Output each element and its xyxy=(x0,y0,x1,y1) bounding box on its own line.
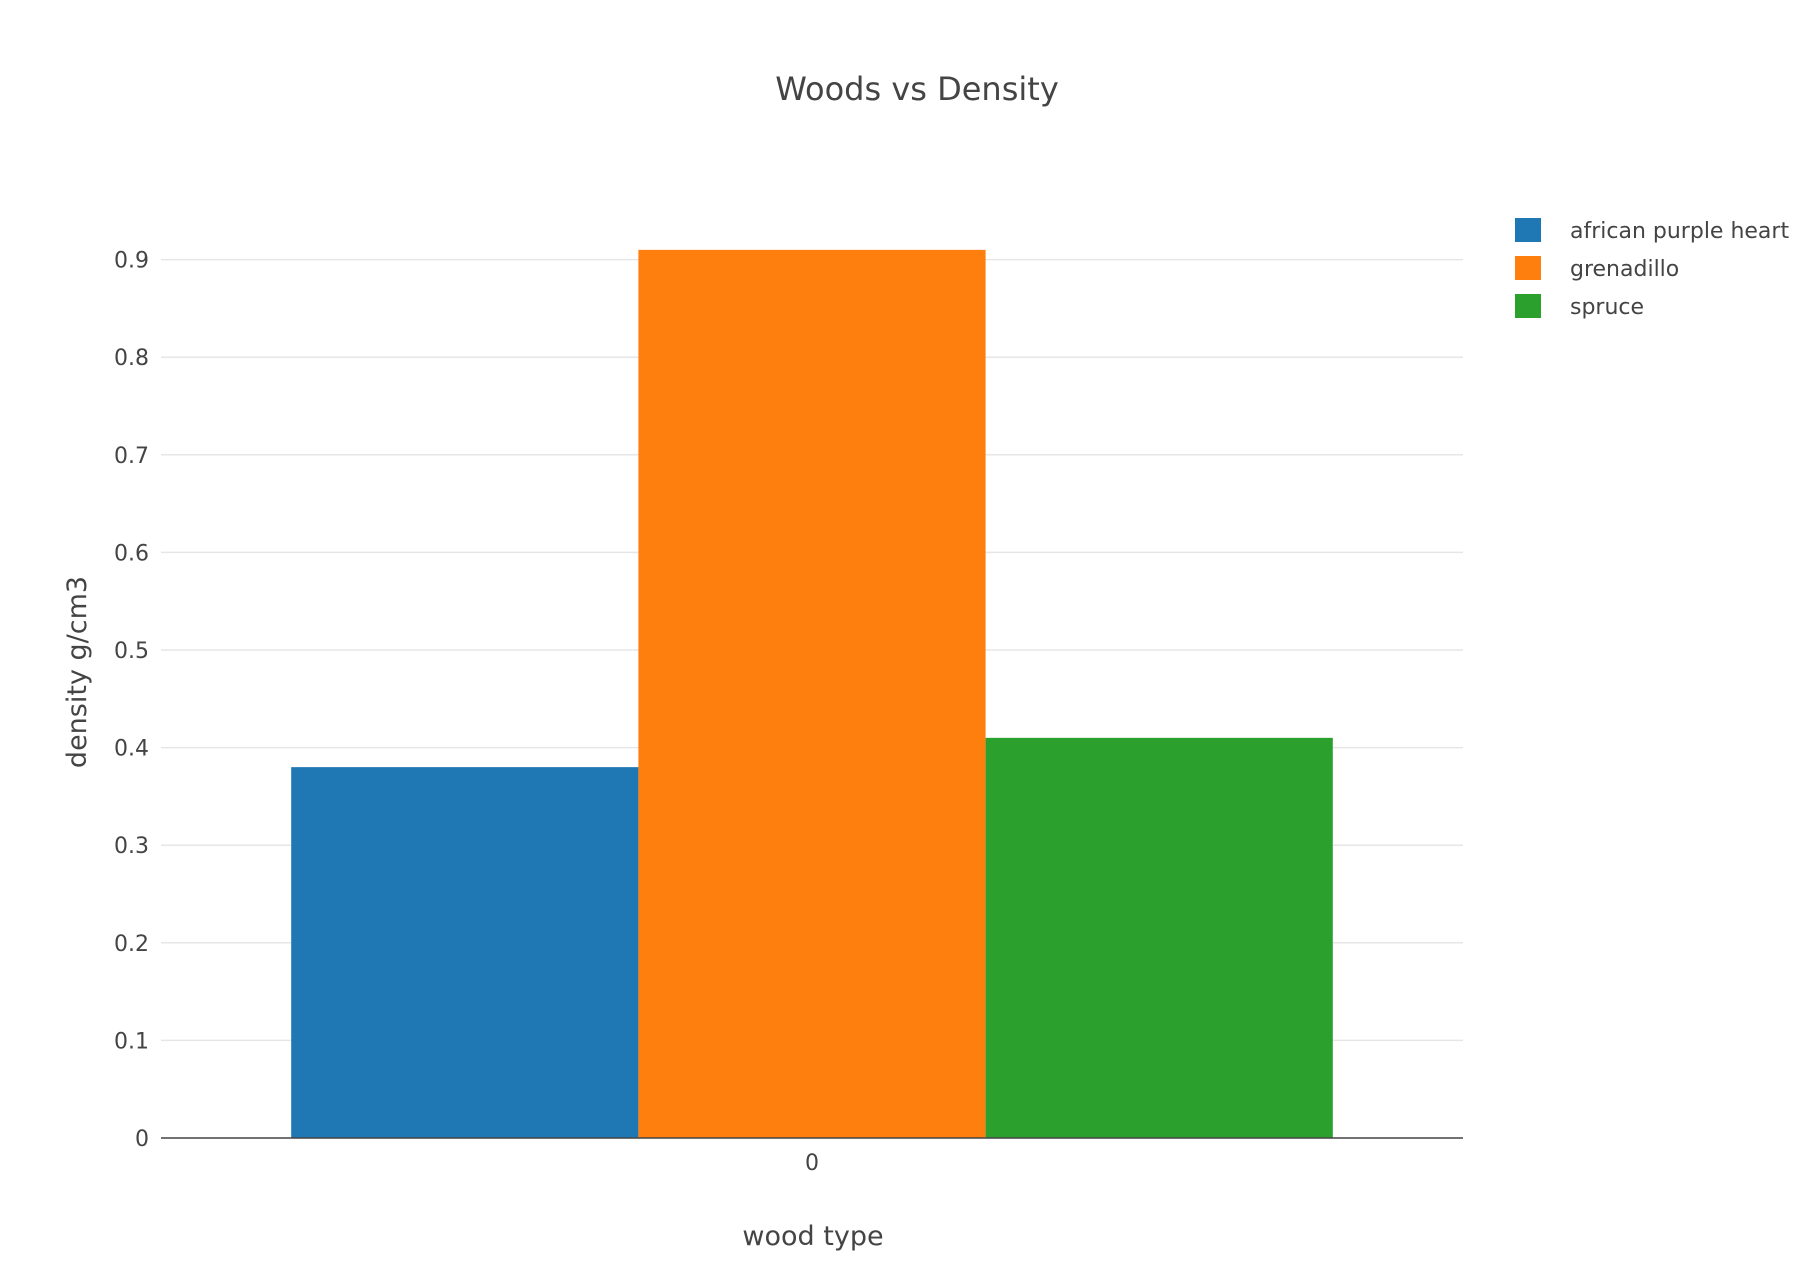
y-tick-label: 0.9 xyxy=(114,249,149,274)
y-tick-label: 0.6 xyxy=(114,541,149,566)
legend-swatch xyxy=(1515,294,1541,318)
bar-spruce xyxy=(985,737,1333,1138)
x-tick-label: 0 xyxy=(805,1151,819,1176)
y-tick-label: 0.8 xyxy=(114,346,149,371)
y-tick-labels: 0 0.1 0.2 0.3 0.4 0.5 0.6 0.7 0.8 0.9 xyxy=(114,249,149,1152)
y-tick-label: 0 xyxy=(135,1127,149,1152)
y-tick-label: 0.4 xyxy=(114,737,149,762)
y-tick-label: 0.2 xyxy=(114,932,149,957)
legend-swatch xyxy=(1515,256,1541,280)
y-tick-label: 0.7 xyxy=(114,444,149,469)
x-tick-labels: 0 xyxy=(805,1151,819,1176)
legend-swatch xyxy=(1515,218,1541,242)
bar-grenadillo xyxy=(638,249,986,1138)
legend-item[interactable]: spruce xyxy=(1515,294,1644,320)
y-tick-label: 0.3 xyxy=(114,834,149,859)
bar-african-purple-heart xyxy=(291,767,639,1138)
chart-title: Woods vs Density xyxy=(775,70,1059,108)
y-tick-label: 0.1 xyxy=(114,1029,149,1054)
y-tick-label: 0.5 xyxy=(114,639,149,664)
legend-label: spruce xyxy=(1570,295,1644,320)
legend-item[interactable]: african purple heart xyxy=(1515,218,1789,244)
legend: african purple heart grenadillo spruce xyxy=(1515,218,1789,320)
legend-item[interactable]: grenadillo xyxy=(1515,256,1679,282)
legend-label: grenadillo xyxy=(1570,257,1679,282)
legend-label: african purple heart xyxy=(1570,219,1789,244)
bars xyxy=(291,249,1333,1138)
y-axis-title: density g/cm3 xyxy=(62,576,93,768)
x-axis-title: wood type xyxy=(742,1221,883,1252)
